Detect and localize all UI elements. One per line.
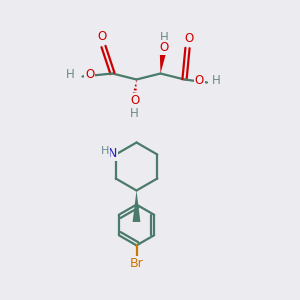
Text: H: H [212, 74, 220, 88]
Text: O: O [195, 74, 204, 88]
Text: N: N [107, 147, 117, 161]
Text: H: H [66, 68, 75, 82]
Text: Br: Br [130, 257, 143, 270]
Text: H: H [160, 31, 169, 44]
Text: O: O [98, 30, 106, 43]
Text: H: H [100, 146, 109, 157]
Text: O: O [160, 40, 169, 54]
Text: O: O [85, 68, 94, 82]
Text: O: O [184, 32, 194, 45]
Polygon shape [160, 47, 167, 74]
Text: O: O [130, 94, 139, 107]
Text: H: H [130, 106, 139, 120]
Polygon shape [133, 190, 140, 222]
